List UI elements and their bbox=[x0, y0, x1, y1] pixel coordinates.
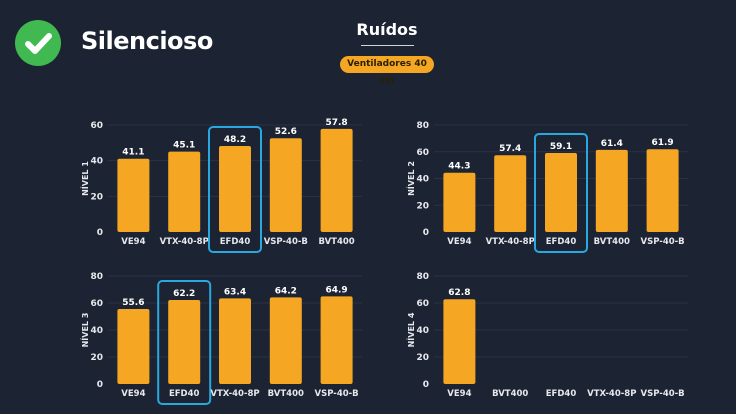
x-tick-label: VTX-40-8P bbox=[587, 389, 636, 399]
data-label: 64.2 bbox=[275, 286, 297, 296]
highlight-box bbox=[534, 132, 588, 253]
y-tick-label: 0 bbox=[423, 228, 429, 238]
data-label: 52.6 bbox=[275, 127, 297, 137]
y-tick-label: 0 bbox=[423, 380, 429, 390]
y-axis-label: NÍVEL 3 bbox=[79, 313, 90, 348]
data-label: 45.1 bbox=[173, 141, 195, 151]
y-tick-label: 40 bbox=[90, 326, 103, 336]
bar bbox=[494, 155, 527, 232]
x-tick-label: VE94 bbox=[447, 237, 471, 247]
data-label: 61.9 bbox=[651, 138, 673, 148]
y-tick-label: 60 bbox=[90, 299, 103, 309]
bar bbox=[320, 128, 353, 232]
highlight-box bbox=[157, 280, 212, 405]
bar bbox=[219, 298, 251, 384]
bar bbox=[269, 297, 302, 384]
y-tick-label: 60 bbox=[416, 299, 429, 309]
y-tick-label: 80 bbox=[416, 272, 429, 282]
x-tick-label: EFD40 bbox=[546, 389, 577, 399]
y-tick-label: 40 bbox=[90, 157, 103, 167]
x-tick-label: VE94 bbox=[121, 389, 145, 399]
bar bbox=[545, 152, 577, 232]
data-label: 63.4 bbox=[224, 287, 246, 297]
bar bbox=[168, 300, 201, 384]
x-tick-label: EFD40 bbox=[220, 237, 251, 247]
x-tick-label: VSP-40-B bbox=[315, 389, 359, 399]
bar bbox=[219, 146, 251, 232]
data-label: 48.2 bbox=[224, 135, 246, 145]
bar bbox=[168, 151, 201, 232]
data-label: 44.3 bbox=[448, 162, 470, 172]
y-tick-label: 40 bbox=[416, 175, 429, 185]
y-tick-label: 0 bbox=[97, 380, 103, 390]
data-label: 62.2 bbox=[173, 289, 195, 299]
x-tick-label: BVT400 bbox=[594, 237, 630, 247]
x-tick-label: VE94 bbox=[121, 237, 145, 247]
y-tick-label: 80 bbox=[90, 272, 103, 282]
data-label: 57.4 bbox=[499, 144, 521, 154]
x-tick-label: BVT400 bbox=[318, 237, 354, 247]
y-axis-label: NÍVEL 1 bbox=[79, 161, 90, 196]
y-tick-label: 20 bbox=[90, 192, 103, 202]
data-label: 64.9 bbox=[325, 285, 347, 295]
y-tick-label: 20 bbox=[416, 353, 429, 363]
y-axis-label: NÍVEL 4 bbox=[405, 312, 416, 347]
check-circle-icon bbox=[15, 20, 61, 66]
x-tick-label: EFD40 bbox=[169, 389, 200, 399]
data-label: 55.6 bbox=[122, 298, 144, 308]
y-tick-label: 80 bbox=[416, 121, 429, 131]
y-tick-label: 40 bbox=[416, 326, 429, 336]
y-tick-label: 20 bbox=[416, 201, 429, 211]
x-tick-label: VSP-40-B bbox=[641, 237, 685, 247]
bar bbox=[443, 172, 476, 232]
section-divider bbox=[361, 45, 414, 46]
bar bbox=[646, 149, 679, 232]
page-title: Silencioso bbox=[81, 27, 213, 55]
y-tick-label: 0 bbox=[97, 228, 103, 238]
bar bbox=[443, 299, 476, 384]
bar bbox=[117, 158, 150, 232]
data-label: 41.1 bbox=[122, 148, 144, 158]
x-tick-label: BVT400 bbox=[268, 389, 304, 399]
y-axis-label: NÍVEL 2 bbox=[405, 161, 416, 196]
data-label: 61.4 bbox=[601, 139, 623, 149]
x-tick-label: VSP-40-B bbox=[264, 237, 308, 247]
section-title: Ruídos bbox=[356, 20, 418, 39]
y-tick-label: 60 bbox=[416, 148, 429, 158]
bar bbox=[269, 138, 302, 232]
bar bbox=[320, 296, 353, 384]
highlight-box bbox=[208, 126, 262, 253]
x-tick-label: EFD40 bbox=[546, 237, 577, 247]
bar bbox=[117, 308, 150, 384]
x-tick-label: VTX-40-8P bbox=[210, 389, 259, 399]
x-tick-label: VTX-40-8P bbox=[160, 237, 209, 247]
y-tick-label: 20 bbox=[90, 353, 103, 363]
y-tick-label: 60 bbox=[90, 121, 103, 131]
data-label: 62.8 bbox=[448, 288, 470, 298]
x-tick-label: VSP-40-B bbox=[641, 389, 685, 399]
x-tick-label: BVT400 bbox=[492, 389, 528, 399]
data-label: 59.1 bbox=[550, 142, 572, 152]
x-tick-label: VE94 bbox=[447, 389, 471, 399]
bar bbox=[595, 149, 628, 232]
x-tick-label: VTX-40-8P bbox=[486, 237, 535, 247]
data-label: 57.8 bbox=[325, 118, 347, 128]
category-badge: Ventiladores 40 cm bbox=[340, 56, 434, 86]
